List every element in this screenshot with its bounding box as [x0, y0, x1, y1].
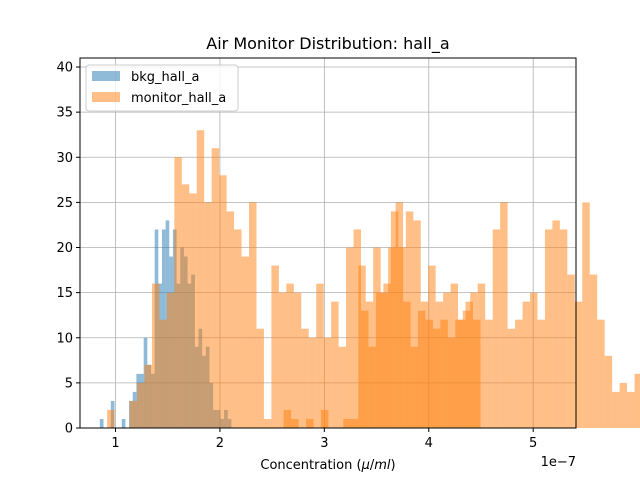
y-tick-label-25: 25 [56, 196, 73, 211]
bar-monitor_hall_a-21 [264, 419, 271, 428]
bar-monitor_hall_a_tail-41 [590, 275, 597, 428]
legend-swatch-monitor [92, 92, 120, 102]
bar-monitor_hall_a_tail-5 [321, 410, 328, 428]
bar-monitor_hall_a_tail-45 [620, 383, 627, 428]
bar-monitor_hall_a_tail-47 [635, 374, 640, 428]
bar-monitor_hall_a_tail-26 [478, 284, 485, 428]
bar-monitor_hall_a-10 [182, 184, 189, 428]
x-tick-label-2: 2 [216, 436, 224, 451]
y-tick-label-20: 20 [56, 241, 73, 256]
bar-monitor_hall_a-24 [286, 284, 293, 428]
bar-monitor_hall_a_tail-31 [515, 320, 522, 428]
bar-monitor_hall_a_tail-1 [291, 419, 298, 428]
bar-monitor_hall_a-16 [227, 211, 234, 428]
bar-monitor_hall_a_tail-42 [597, 320, 604, 428]
bar-monitor_hall_a-12 [197, 130, 204, 428]
bar-monitor_hall_a_tail-22 [448, 338, 455, 428]
bar-monitor_hall_a-18 [242, 257, 249, 428]
y-tick-label-0: 0 [65, 422, 73, 437]
x-tick-label-3: 3 [320, 436, 328, 451]
bar-monitor_hall_a-28 [316, 284, 323, 428]
y-tick-label-5: 5 [65, 376, 73, 391]
bar-monitor_hall_a-15 [219, 175, 226, 428]
bar-monitor_hall_a_tail-25 [470, 293, 477, 428]
bar-monitor_hall_a_tail-36 [552, 220, 559, 428]
x-tick-label-1: 1 [111, 436, 119, 451]
bar-monitor_hall_a_tail-33 [530, 293, 537, 428]
y-tick-label-15: 15 [56, 286, 73, 301]
bar-monitor_hall_a_tail-44 [612, 392, 619, 428]
bar-monitor_hall_a-23 [279, 293, 286, 428]
legend-label-bkg: bkg_hall_a [131, 70, 199, 85]
bar-monitor_hall_a-32 [346, 248, 353, 428]
bar-monitor_hall_a_tail-43 [605, 356, 612, 428]
bar-monitor_hall_a_tail-23 [455, 320, 462, 428]
bar-monitor_hall_a_tail-24 [463, 311, 470, 428]
bar-monitor_hall_a_tail-30 [508, 329, 515, 428]
bar-monitor_hall_a-4 [137, 383, 144, 428]
bar-monitor_hall_a-27 [309, 338, 316, 428]
bar-monitor_hall_a-31 [339, 347, 346, 428]
bar-monitor_hall_a_tail-3 [306, 419, 313, 428]
y-tick-label-30: 30 [56, 151, 73, 166]
bar-monitor_hall_a_tail-40 [582, 202, 589, 428]
bar-monitor_hall_a-11 [189, 193, 196, 428]
bar-monitor_hall_a_tail-37 [560, 229, 567, 428]
bar-monitor_hall_a-3 [130, 401, 137, 428]
x-axis-label: Concentration (µ/ml) [260, 458, 395, 473]
bar-monitor_hall_a-30 [331, 302, 338, 428]
bar-bkg_hall_a-0 [100, 419, 104, 428]
bar-monitor_hall_a-9 [174, 157, 181, 428]
chart-title: Air Monitor Distribution: hall_a [206, 34, 449, 54]
bar-monitor_hall_a_tail-15 [396, 202, 403, 428]
bar-monitor_hall_a_tail-18 [418, 311, 425, 428]
bar-monitor_hall_a_tail-12 [373, 248, 380, 428]
bar-monitor_hall_a_tail-28 [493, 229, 500, 428]
x-axis-offset-text: 1e−7 [541, 455, 576, 470]
bar-monitor_hall_a-26 [301, 329, 308, 428]
bar-monitor_hall_a-5 [144, 365, 151, 428]
bar-monitor_hall_a_tail-14 [388, 248, 395, 428]
bar-monitor_hall_a_tail-27 [485, 320, 492, 428]
bar-monitor_hall_a_tail-17 [411, 347, 418, 428]
legend: bkg_hall_a monitor_hall_a [86, 65, 238, 111]
legend-label-monitor: monitor_hall_a [131, 91, 226, 106]
bar-monitor_hall_a_tail-35 [545, 229, 552, 428]
bar-monitor_hall_a_tail-9 [351, 419, 358, 428]
bar-monitor_hall_a_tail-38 [567, 275, 574, 428]
bar-monitor_hall_a-14 [212, 148, 219, 428]
bar-monitor_hall_a-19 [249, 202, 256, 428]
bar-monitor_hall_a-25 [294, 293, 301, 428]
bar-monitor_hall_a-22 [271, 266, 278, 428]
bar-monitor_hall_a_tail-20 [433, 329, 440, 428]
bar-monitor_hall_a-0 [107, 410, 114, 428]
bar-monitor_hall_a-13 [204, 202, 211, 428]
bar-monitor_hall_a_tail-8 [343, 419, 350, 428]
bar-monitor_hall_a_tail-34 [537, 320, 544, 428]
bar-monitor_hall_a_tail-16 [403, 302, 410, 428]
bar-monitor_hall_a-6 [152, 284, 159, 428]
bar-monitor_hall_a_tail-13 [381, 293, 388, 428]
bar-monitor_hall_a_tail-19 [425, 320, 432, 428]
bar-monitor_hall_a-17 [234, 229, 241, 428]
bar-monitor_hall_a_tail-32 [523, 302, 530, 428]
bar-monitor_hall_a-7 [159, 320, 166, 428]
x-tick-label-4: 4 [425, 436, 433, 451]
bar-monitor_hall_a_tail-11 [366, 302, 373, 428]
bar-monitor_hall_a_tail-46 [627, 392, 634, 428]
y-tick-label-35: 35 [56, 106, 73, 121]
bar-monitor_hall_a_tail-21 [440, 320, 447, 428]
legend-swatch-bkg [92, 71, 120, 81]
bar-monitor_hall_a_tail-0 [284, 410, 291, 428]
bar-monitor_hall_a_tail-10 [358, 266, 365, 428]
bar-monitor_hall_a-20 [256, 329, 263, 428]
bar-monitor_hall_a-8 [167, 293, 174, 428]
bar-monitor_hall_a_tail-29 [500, 202, 507, 428]
y-tick-label-10: 10 [56, 331, 73, 346]
bar-bkg_hall_a-6 [122, 419, 126, 428]
y-tick-label-40: 40 [56, 61, 73, 76]
x-tick-label-5: 5 [529, 436, 537, 451]
